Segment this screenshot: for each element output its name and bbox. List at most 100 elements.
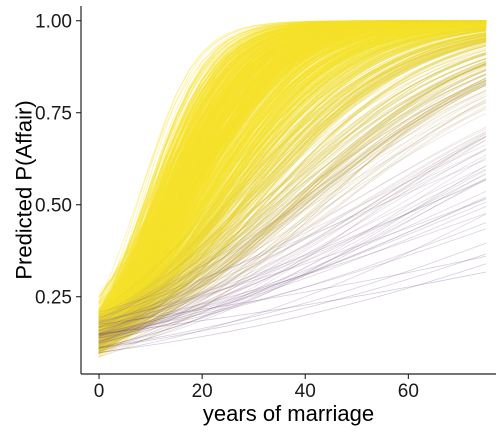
curve-line (98, 21, 487, 330)
curve-line (98, 21, 487, 332)
curve-line (98, 20, 487, 329)
curve-line (98, 32, 487, 342)
curve-line (98, 21, 487, 334)
curve-line (98, 21, 487, 331)
curve-line (98, 20, 487, 320)
curve-line (98, 20, 487, 340)
curve-line (98, 29, 487, 339)
curve-line (98, 113, 487, 327)
curve-line (98, 69, 487, 345)
curve-line (98, 20, 487, 339)
curve-line (98, 21, 487, 337)
curve-line (98, 22, 487, 342)
curve-line (98, 20, 487, 326)
curve-line (98, 21, 487, 327)
curve-line (98, 20, 487, 329)
curve-line (98, 20, 487, 343)
curve-line (98, 30, 487, 340)
curve-line (98, 20, 487, 336)
curve-line (98, 20, 487, 324)
curve-line (98, 54, 487, 329)
curve-line (98, 52, 487, 337)
curve-line (98, 24, 487, 342)
curve-line (98, 20, 487, 329)
curve-line (98, 20, 487, 311)
curve-line (98, 222, 487, 339)
curve-line (98, 20, 487, 314)
curve-line (98, 22, 487, 339)
curve-line (98, 20, 487, 339)
curve-line (98, 20, 487, 328)
curve-line (98, 26, 487, 343)
curve-line (98, 20, 487, 326)
curve-line (98, 24, 487, 339)
curve-line (98, 26, 487, 337)
curve-line (98, 20, 487, 328)
curve-line (98, 21, 487, 330)
curve-line (98, 20, 487, 317)
curve-line (98, 29, 487, 340)
curve-line (98, 21, 487, 337)
curve-line (98, 24, 487, 335)
curve-line (98, 22, 487, 339)
curve-line (98, 26, 487, 334)
curve-line (98, 29, 487, 321)
curve-line (98, 139, 487, 349)
curve-line (98, 22, 487, 325)
curve-line (98, 20, 487, 333)
curve-line (98, 20, 487, 336)
curve-line (98, 21, 487, 327)
curve-line (98, 20, 487, 307)
curve-line (98, 38, 487, 341)
curve-line (98, 21, 487, 340)
curve-line (98, 20, 487, 334)
curve-line (98, 20, 487, 335)
curve-ensemble (98, 20, 487, 358)
curve-line (98, 20, 487, 335)
curve-line (98, 20, 487, 327)
curve-line (98, 20, 487, 315)
curve-line (98, 20, 487, 325)
curve-line (98, 21, 487, 334)
curve-line (98, 41, 487, 338)
curve-line (98, 23, 487, 333)
curve-line (98, 62, 487, 344)
curve-line (98, 22, 487, 335)
curve-line (98, 20, 487, 349)
curve-line (98, 20, 487, 326)
curve-line (98, 37, 487, 323)
curve-line (98, 23, 487, 336)
curve-line (98, 20, 487, 338)
curve-line (98, 21, 487, 347)
curve-line (98, 20, 487, 311)
curve-line (98, 20, 487, 343)
curve-line (98, 20, 487, 336)
curve-line (98, 22, 487, 342)
curve-line (98, 21, 487, 340)
curve-line (98, 23, 487, 294)
curve-line (98, 30, 487, 335)
curve-line (98, 20, 487, 343)
curve-line (98, 131, 487, 335)
x-tick-label: 0 (94, 381, 105, 402)
curve-line (98, 21, 487, 312)
curve-line (98, 23, 487, 353)
curve-line (98, 21, 487, 319)
curve-line (98, 26, 487, 330)
curve-line (98, 74, 487, 320)
curve-line (98, 20, 487, 341)
curve-line (98, 20, 487, 329)
curve-line (98, 20, 487, 324)
curve-line (98, 20, 487, 332)
curve-line (98, 213, 487, 328)
curve-line (98, 20, 487, 340)
curve-line (98, 22, 487, 344)
curve-line (98, 20, 487, 341)
curve-line (98, 77, 487, 358)
curve-line (98, 24, 487, 345)
curve-line (98, 23, 487, 342)
curve-line (98, 68, 487, 344)
curve-line (98, 20, 487, 334)
curve-line (98, 20, 487, 336)
curve-line (98, 100, 487, 342)
